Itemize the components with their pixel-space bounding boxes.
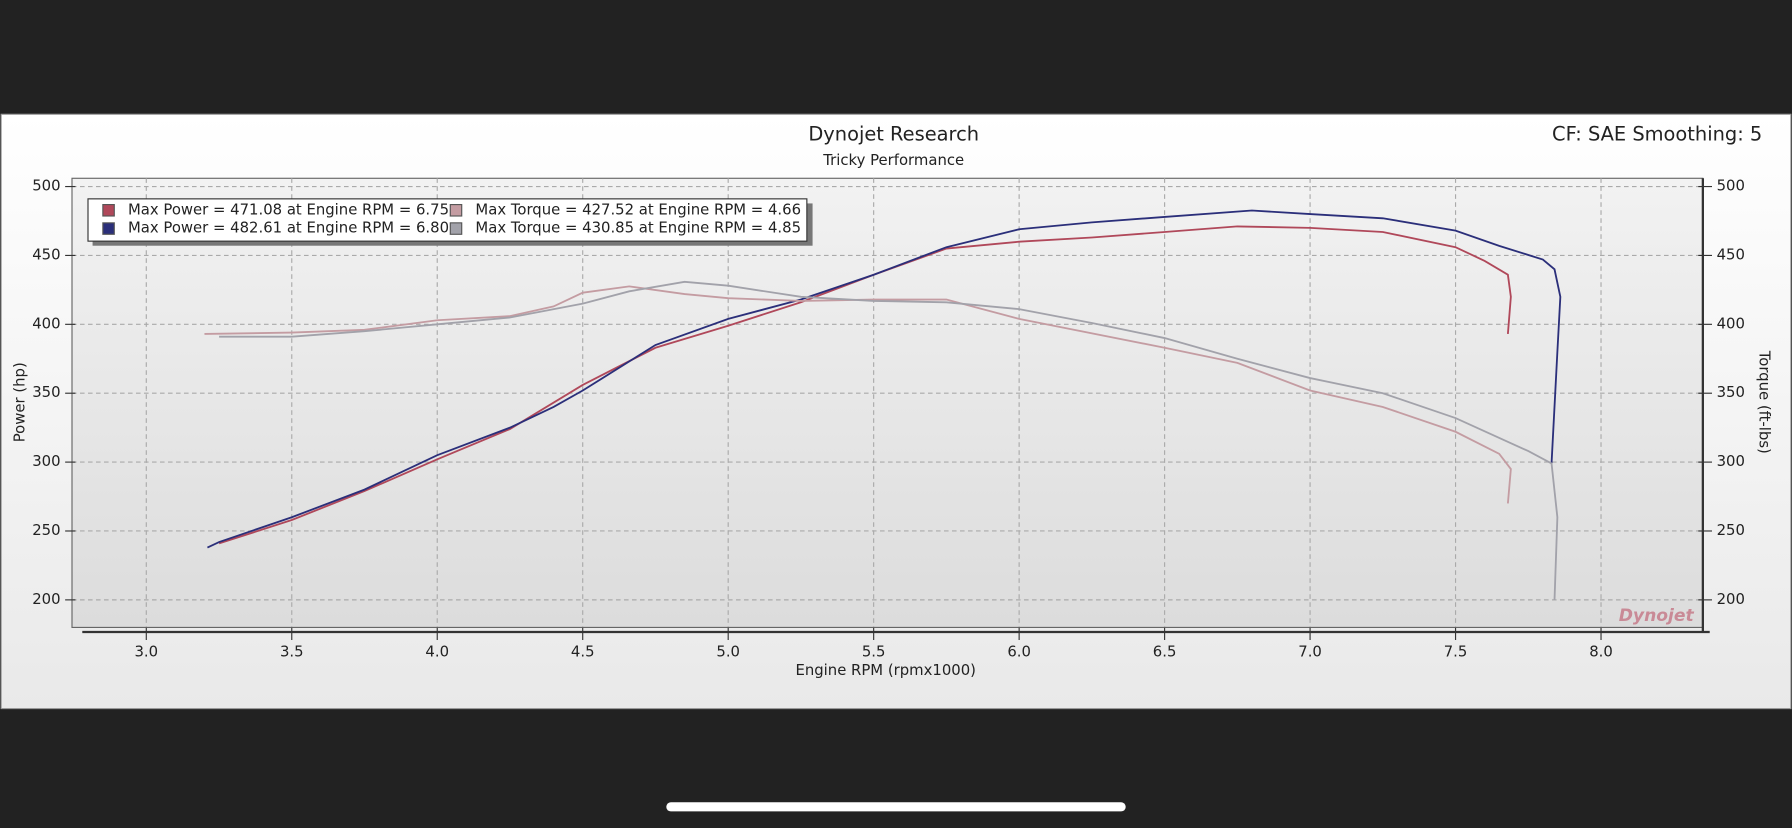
legend-label: Max Power = 482.61 at Engine RPM = 6.80: [128, 219, 449, 237]
x-axis-label: Engine RPM (rpmx1000): [795, 661, 976, 679]
legend-label: Max Torque = 427.52 at Engine RPM = 4.66: [475, 200, 801, 218]
series-line: [204, 285, 1512, 504]
legend: [87, 198, 808, 242]
chart-title: Dynojet Research: [808, 122, 979, 145]
legend-swatch: [449, 222, 463, 235]
x-tick-label: 4.0: [425, 643, 449, 661]
series-line: [218, 225, 1512, 545]
y2-tick-label: 250: [1717, 521, 1745, 539]
y-tick-label: 400: [32, 314, 60, 332]
home-indicator: [666, 802, 1126, 812]
legend-label: Max Power = 471.08 at Engine RPM = 6.75: [128, 200, 449, 218]
y-tick-label: 450: [32, 245, 60, 263]
x-tick-label: 4.5: [571, 643, 595, 661]
plot-area: [71, 177, 1704, 628]
series-line: [219, 280, 1559, 600]
y2-tick-label: 400: [1717, 314, 1745, 332]
y2-tick-label: 300: [1717, 452, 1745, 470]
x-tick-label: 5.0: [716, 643, 740, 661]
y-tick-label: 250: [32, 521, 60, 539]
logo: Dynojet: [1619, 606, 1695, 626]
x-tick-label: 5.5: [862, 643, 886, 661]
x-tick-label: 7.5: [1444, 643, 1468, 661]
y-tick-label: 350: [32, 383, 60, 401]
y-tick-label: 500: [32, 177, 60, 195]
y2-tick-label: 500: [1717, 177, 1745, 195]
x-tick-label: 3.0: [134, 643, 158, 661]
y-tick-label: 200: [32, 590, 60, 608]
chart-subtitle: Tricky Performance: [822, 151, 964, 169]
x-tick-label: 8.0: [1589, 643, 1613, 661]
x-tick-label: 6.5: [1153, 643, 1177, 661]
legend-swatch: [102, 222, 115, 235]
y2-tick-label: 450: [1717, 245, 1745, 263]
series-line: [207, 209, 1562, 549]
legend-swatch: [449, 204, 463, 217]
legend-label: Max Torque = 430.85 at Engine RPM = 4.85: [475, 219, 801, 237]
y2-tick-label: 200: [1717, 590, 1745, 608]
y-axis-label: Power (hp): [11, 362, 29, 442]
x-tick-label: 7.0: [1298, 643, 1322, 661]
y-tick-label: 300: [32, 452, 60, 470]
corner-note: CF: SAE Smoothing: 5: [1552, 122, 1762, 145]
y2-axis-label: Torque (ft-lbs): [1755, 350, 1773, 454]
x-tick-label: 3.5: [280, 643, 304, 661]
legend-swatch: [102, 204, 115, 217]
y2-tick-label: 350: [1717, 383, 1745, 401]
x-tick-label: 6.0: [1007, 643, 1031, 661]
